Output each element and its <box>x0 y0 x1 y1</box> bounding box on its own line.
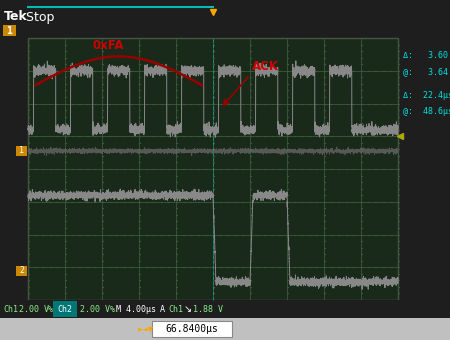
Text: Tek: Tek <box>4 11 28 23</box>
Text: M 4.00μs: M 4.00μs <box>116 305 156 313</box>
Bar <box>16 146 27 156</box>
Text: 2.00 V: 2.00 V <box>80 305 110 313</box>
Bar <box>0 0 450 30</box>
Bar <box>0 318 450 340</box>
Text: 1: 1 <box>19 147 24 155</box>
Bar <box>28 38 398 300</box>
Text: Δ:  22.4μs: Δ: 22.4μs <box>403 91 450 101</box>
Text: Ch1: Ch1 <box>3 305 18 313</box>
Text: @:   3.64 V: @: 3.64 V <box>403 68 450 76</box>
Text: 1: 1 <box>7 26 13 36</box>
Bar <box>152 321 232 337</box>
Text: ACK: ACK <box>252 60 279 73</box>
Bar <box>400 38 450 300</box>
Text: 2: 2 <box>19 266 24 275</box>
Bar <box>16 266 27 275</box>
Text: Δ:   3.60 V: Δ: 3.60 V <box>403 51 450 61</box>
Text: ►◄▼: ►◄▼ <box>138 324 154 334</box>
Text: @:  48.6μs: @: 48.6μs <box>403 107 450 117</box>
Text: Ch1: Ch1 <box>168 305 183 313</box>
Text: 2.00 V: 2.00 V <box>19 305 49 313</box>
Text: Stop: Stop <box>22 11 54 23</box>
Bar <box>3 25 16 36</box>
Text: Ch2: Ch2 <box>58 305 72 313</box>
Text: %: % <box>48 305 53 313</box>
Text: 66.8400μs: 66.8400μs <box>166 324 218 334</box>
Bar <box>0 300 450 318</box>
Text: ↘: ↘ <box>184 304 192 314</box>
Text: A: A <box>160 305 165 313</box>
Text: %: % <box>110 305 115 313</box>
Bar <box>53 301 77 317</box>
Text: 0xFA: 0xFA <box>93 39 124 52</box>
Text: 1.88 V: 1.88 V <box>193 305 223 313</box>
